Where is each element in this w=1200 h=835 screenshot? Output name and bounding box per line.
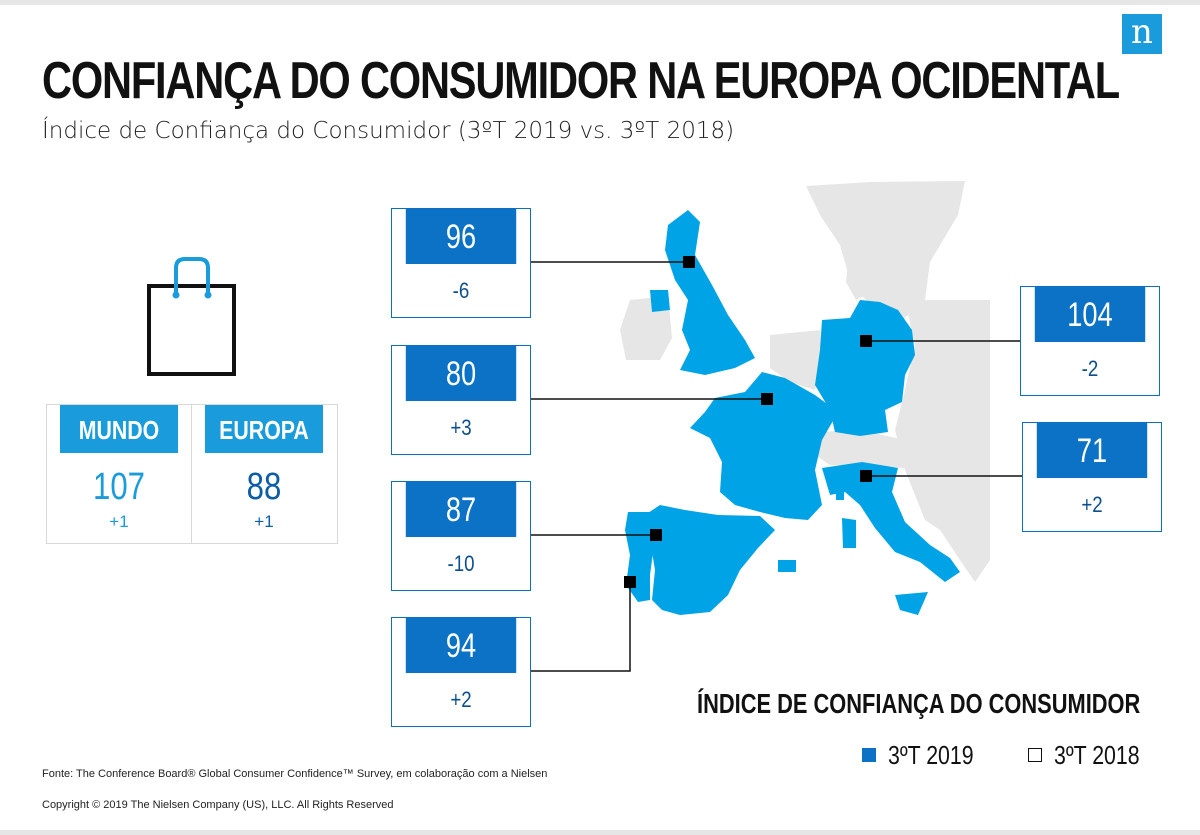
- map-balearics: [778, 560, 796, 572]
- marker-uk: [683, 256, 695, 268]
- legend-title: ÍNDICE DE CONFIANÇA DO CONSUMIDOR: [696, 688, 1140, 719]
- map-sardinia: [842, 518, 856, 548]
- box-germany: 104 -2: [1020, 286, 1160, 396]
- map-italy: [822, 462, 960, 582]
- box-spain: 87 -10: [391, 481, 531, 591]
- box-italy: 71 +2: [1022, 422, 1162, 532]
- page-subtitle: Índice de Confiança do Consumidor (3ºT 2…: [42, 118, 735, 144]
- marker-spain: [650, 529, 662, 541]
- source-note: Fonte: The Conference Board® Global Cons…: [42, 768, 548, 780]
- shopping-bag-icon: [147, 257, 236, 376]
- europe-value: 88: [246, 466, 282, 508]
- top-rule: [0, 0, 1200, 5]
- map-denmark: [846, 262, 872, 300]
- page-title: CONFIANÇA DO CONSUMIDOR NA EUROPA OCIDEN…: [42, 52, 1120, 110]
- map-spain: [645, 505, 775, 615]
- box-france: 80 +3: [391, 345, 531, 455]
- legend-previous-label: 3ºT 2018: [1054, 739, 1140, 770]
- legend-item-current: 3ºT 2019: [862, 740, 992, 770]
- france-value: 80: [405, 346, 517, 401]
- box-uk: 96 -6: [391, 208, 531, 318]
- map-north-africa: [680, 628, 990, 640]
- map-ireland: [620, 296, 672, 360]
- legend-filled-square-icon: [862, 748, 876, 762]
- europe-change: +1: [254, 512, 274, 531]
- map-switzerland-austria: [815, 430, 905, 468]
- legend-item-previous: 3ºT 2018: [1028, 740, 1158, 770]
- germany-change: -2: [1081, 356, 1099, 381]
- world-change: +1: [109, 512, 129, 531]
- marker-germany: [860, 335, 872, 347]
- map-northern-ireland: [650, 290, 670, 312]
- world-column: MUNDO 107 +1: [47, 405, 192, 543]
- summary-table: MUNDO 107 +1 EUROPA 88 +1: [46, 404, 338, 544]
- map-france: [690, 372, 838, 520]
- box-portugal: 94 +2: [391, 617, 531, 727]
- marker-france: [761, 393, 773, 405]
- spain-change: -10: [447, 551, 475, 576]
- copyright-note: Copyright © 2019 The Nielsen Company (US…: [42, 799, 394, 811]
- europe-column: EUROPA 88 +1: [192, 405, 336, 543]
- nielsen-logo: n: [1122, 14, 1162, 54]
- spain-value: 87: [405, 482, 517, 537]
- map-corsica: [836, 480, 844, 500]
- world-label: MUNDO: [59, 405, 179, 453]
- connector-portugal: [530, 582, 631, 672]
- map-sicily: [895, 592, 928, 615]
- marker-italy: [860, 470, 872, 482]
- europe-label: EUROPA: [204, 405, 324, 453]
- germany-value: 104: [1034, 287, 1146, 342]
- world-value: 107: [93, 466, 145, 508]
- map-scandinavia: [806, 181, 965, 322]
- portugal-value: 94: [405, 618, 517, 673]
- map-uk: [665, 210, 755, 375]
- italy-value: 71: [1036, 423, 1148, 478]
- uk-value: 96: [405, 209, 517, 264]
- map-germany: [815, 300, 915, 436]
- italy-change: +2: [1081, 492, 1103, 517]
- uk-change: -6: [452, 278, 470, 303]
- legend-empty-square-icon: [1028, 748, 1042, 762]
- legend-current-label: 3ºT 2019: [888, 739, 974, 770]
- france-change: +3: [450, 415, 472, 440]
- portugal-change: +2: [450, 687, 472, 712]
- bottom-rule: [0, 830, 1200, 835]
- map-eastern-europe: [895, 300, 990, 582]
- marker-portugal: [624, 576, 636, 588]
- map-benelux: [770, 330, 822, 390]
